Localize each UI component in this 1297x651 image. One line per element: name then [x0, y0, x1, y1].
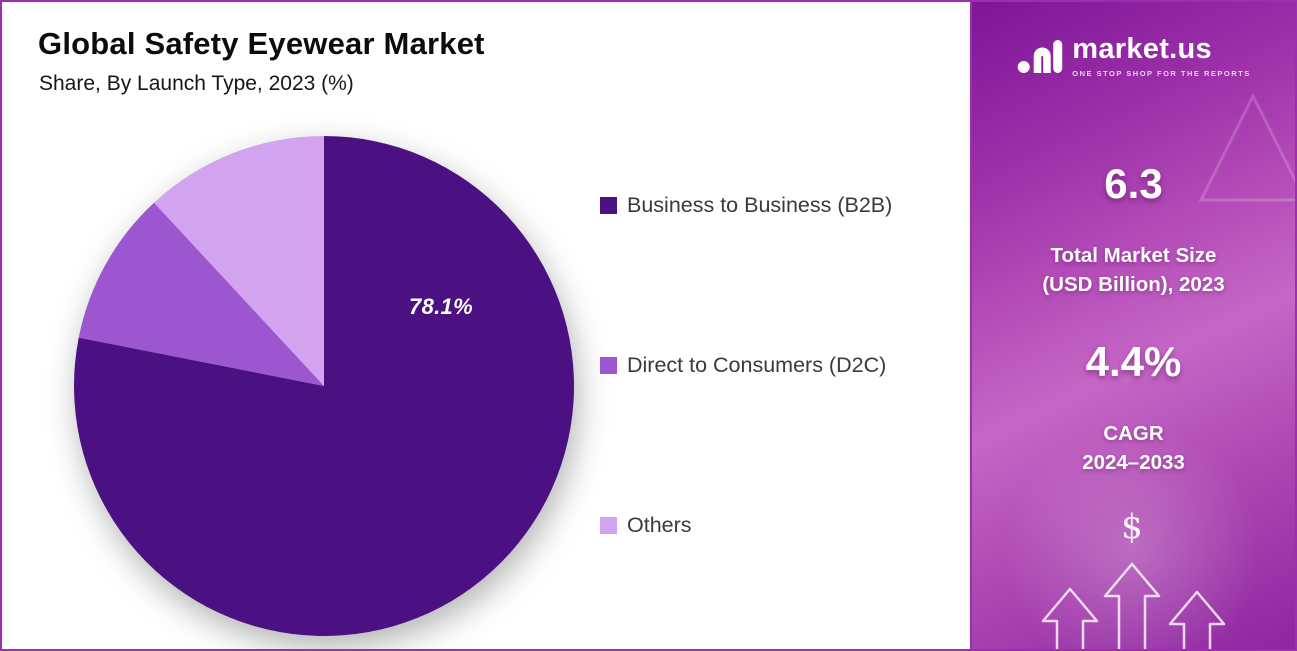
cagr-label-line1: CAGR: [1103, 422, 1164, 445]
marketus-logo-text-block: market.us ONE STOP SHOP FOR THE REPORTS: [1072, 33, 1251, 79]
legend-swatch-b2b: [600, 196, 617, 214]
legend-swatch-d2c: [600, 356, 617, 374]
chart-panel: Global Safety Eyewear Market Share, By L…: [2, 2, 970, 649]
market-size-value: 6.3: [1104, 160, 1163, 207]
pie-slice-2: [78, 202, 324, 386]
legend: Business to Business (B2B) Direct to Con…: [600, 192, 892, 649]
dollar-symbol: $: [1121, 507, 1143, 547]
pie-slice-label: 78.1%: [409, 294, 473, 319]
arrow-up-icon: [1168, 590, 1226, 649]
cagr-label: CAGR 2024–2033: [972, 420, 1295, 477]
decorative-triangle: [1198, 92, 1295, 202]
legend-item-others: Others: [600, 512, 892, 538]
cagr-label-line2: 2024–2033: [1082, 450, 1185, 474]
legend-label-others: Others: [627, 512, 692, 537]
market-size-label-line1: Total Market Size: [1050, 244, 1217, 267]
market-size-label: Total Market Size (USD Billion), 2023: [972, 242, 1295, 299]
pie-slice-3: [154, 136, 324, 386]
brand-panel: market.us ONE STOP SHOP FOR THE REPORTS …: [970, 2, 1295, 649]
pie-chart-svg: [74, 136, 575, 636]
market-size-label-line2: (USD Billion), 2023: [1042, 272, 1225, 296]
legend-swatch-others: [600, 516, 617, 534]
marketus-tagline: ONE STOP SHOP FOR THE REPORTS: [1072, 69, 1251, 78]
legend-item-b2b: Business to Business (B2B): [600, 192, 892, 218]
arrow-up-icon: [1103, 562, 1161, 649]
legend-label-d2c: Direct to Consumers (D2C): [627, 352, 887, 377]
legend-label-b2b: Business to Business (B2B): [627, 192, 893, 217]
cagr-value: 4.4%: [1085, 338, 1182, 385]
page-title: Global Safety Eyewear Market: [38, 26, 485, 61]
pie-slice-1: [74, 136, 575, 636]
marketus-logo: market.us ONE STOP SHOP FOR THE REPORTS: [1016, 35, 1251, 78]
page-subtitle: Share, By Launch Type, 2023 (%): [39, 72, 354, 95]
background-glow: [1002, 422, 1262, 649]
pie-chart: 78.1%: [64, 126, 584, 646]
legend-item-d2c: Direct to Consumers (D2C): [600, 352, 892, 378]
marketus-logo-text: market.us: [1072, 33, 1212, 65]
marketus-logo-icon: [1017, 40, 1062, 73]
arrow-up-icon: [1041, 587, 1099, 649]
